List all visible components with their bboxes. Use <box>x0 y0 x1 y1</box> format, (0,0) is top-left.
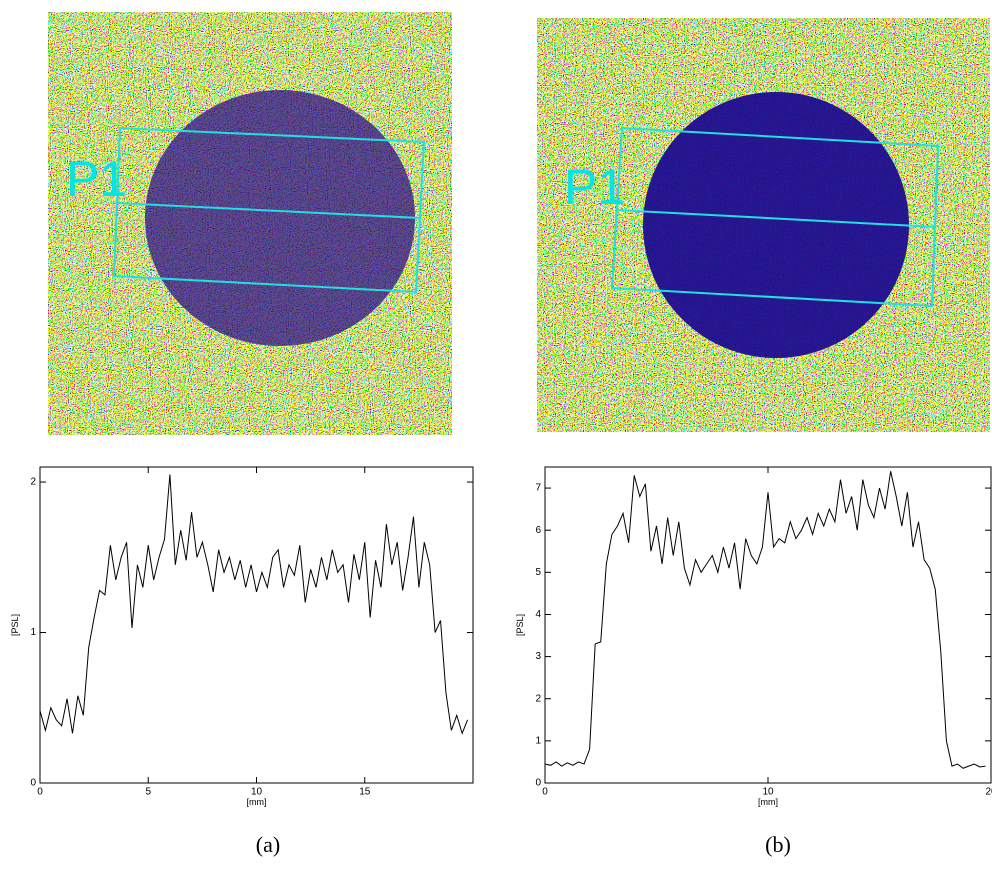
profile-line <box>39 474 469 735</box>
y-tick-label: 2 <box>30 477 36 488</box>
x-axis-label: [mm] <box>247 797 267 807</box>
y-tick-label: 4 <box>535 609 541 620</box>
roi-label: P1 <box>66 151 127 207</box>
x-tick-label: 10 <box>251 787 263 798</box>
profile-line <box>544 471 986 769</box>
x-tick-label: 0 <box>37 787 43 798</box>
x-tick-label: 5 <box>145 787 151 798</box>
y-tick-label: 1 <box>535 736 541 747</box>
x-tick-label: 0 <box>542 787 548 798</box>
y-tick-label: 0 <box>30 778 36 789</box>
y-axis-label: [PSL] <box>10 614 20 636</box>
y-tick-label: 5 <box>535 567 541 578</box>
plot-frame <box>544 466 992 784</box>
y-tick-label: 0 <box>535 778 541 789</box>
x-axis-label: [mm] <box>758 797 778 807</box>
caption: (a) <box>256 832 280 857</box>
x-tick-label: 20 <box>985 787 992 798</box>
y-tick-label: 6 <box>535 525 541 536</box>
y-tick-label: 3 <box>535 651 541 662</box>
y-tick-label: 1 <box>30 627 36 638</box>
x-tick-label: 15 <box>359 787 371 798</box>
x-tick-label: 10 <box>762 787 774 798</box>
image-a: P1 <box>48 12 452 435</box>
plot-frame <box>39 466 474 784</box>
y-tick-label: 7 <box>535 483 541 494</box>
y-axis-label: [PSL] <box>515 614 525 636</box>
y-tick-label: 2 <box>535 693 541 704</box>
caption: (b) <box>765 832 791 857</box>
roi-label: P1 <box>564 159 625 215</box>
image-b: P1 <box>537 18 990 432</box>
